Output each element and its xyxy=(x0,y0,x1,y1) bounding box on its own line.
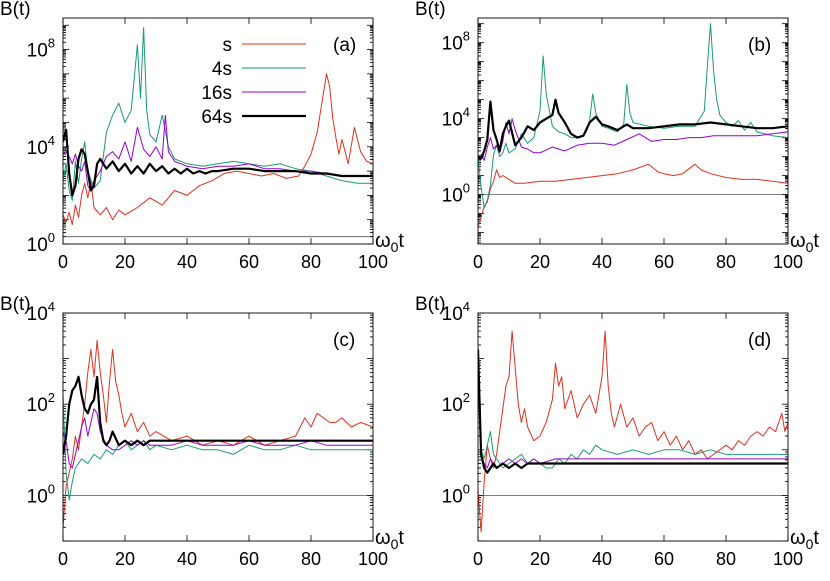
series-line-4s xyxy=(63,27,373,201)
x-tick-label: 20 xyxy=(530,252,550,272)
x-tick-label: 40 xyxy=(592,252,612,272)
series-line-64s xyxy=(63,375,373,455)
x-tick-label: 80 xyxy=(301,252,321,272)
x-tick-label: 60 xyxy=(654,549,674,569)
x-tick-label: 100 xyxy=(358,549,388,569)
series-line-s xyxy=(63,339,373,528)
panel-label: (d) xyxy=(748,330,771,351)
chart-panel-3: 100 102 104 0 20 40 60 80 100 B(t) ω0t (d) xyxy=(415,294,819,569)
chart-panel-2: 100 102 104 0 20 40 60 80 100 B(t) ω0t (c) xyxy=(0,294,404,569)
plot-frame xyxy=(62,17,374,245)
x-tick-label: 80 xyxy=(716,252,736,272)
x-tick-label: 100 xyxy=(773,549,803,569)
series-line-16s xyxy=(478,118,788,161)
legend-label-s: s xyxy=(223,35,233,56)
legend-label-4s: 4s xyxy=(212,59,232,80)
series-line-64s xyxy=(478,349,788,474)
x-tick-label: 0 xyxy=(473,252,483,272)
x-tick-label: 60 xyxy=(239,252,259,272)
series-line-s xyxy=(478,163,788,228)
x-axis-label: ω0t xyxy=(375,230,404,255)
series-line-16s xyxy=(63,114,373,191)
x-axis-label: ω0t xyxy=(375,527,404,552)
plot-frame xyxy=(477,17,789,245)
x-tick-label: 0 xyxy=(58,252,68,272)
y-tick-label: 102 xyxy=(27,390,55,416)
y-tick-label: 100 xyxy=(442,481,470,507)
x-tick-label: 0 xyxy=(58,549,68,569)
x-tick-label: 20 xyxy=(115,252,135,272)
y-tick-label: 104 xyxy=(27,299,55,325)
y-tick-label: 100 xyxy=(27,230,55,256)
series-line-16s xyxy=(478,358,788,469)
y-tick-label: 102 xyxy=(442,390,470,416)
x-tick-label: 20 xyxy=(115,549,135,569)
series-line-4s xyxy=(478,23,788,209)
x-tick-label: 60 xyxy=(239,549,259,569)
chart-panel-0: 100 104 108 0 20 40 60 80 100 B(t) ω0t (a) s 4s 16s 64s xyxy=(0,0,404,272)
x-axis-label: ω0t xyxy=(790,230,819,255)
series-line-s xyxy=(63,73,373,226)
plot-frame xyxy=(62,312,374,542)
y-tick-label: 104 xyxy=(27,133,55,159)
x-axis-label: ω0t xyxy=(790,527,819,552)
chart-panel-1: 100 104 108 0 20 40 60 80 100 B(t) ω0t (b) xyxy=(415,0,819,272)
y-tick-label: 108 xyxy=(442,29,470,55)
y-tick-label: 100 xyxy=(442,181,470,207)
x-tick-label: 40 xyxy=(177,549,197,569)
panel-label: (c) xyxy=(333,330,355,351)
series-line-64s xyxy=(63,128,373,197)
y-axis-label: B(t) xyxy=(0,0,31,20)
x-tick-label: 60 xyxy=(654,252,674,272)
series-line-4s xyxy=(63,395,373,501)
x-tick-label: 40 xyxy=(177,252,197,272)
y-axis-label: B(t) xyxy=(0,294,31,315)
y-tick-label: 104 xyxy=(442,299,470,325)
x-tick-label: 40 xyxy=(592,549,612,569)
x-tick-label: 100 xyxy=(358,252,388,272)
legend-label-64s: 64s xyxy=(201,107,232,128)
series-line-64s xyxy=(478,98,788,160)
y-tick-label: 100 xyxy=(27,481,55,507)
y-axis-label: B(t) xyxy=(415,294,446,315)
plot-frame xyxy=(477,312,789,542)
x-tick-label: 100 xyxy=(773,252,803,272)
panel-label: (a) xyxy=(333,35,356,56)
y-axis-label: B(t) xyxy=(415,0,446,20)
x-tick-label: 80 xyxy=(301,549,321,569)
x-tick-label: 20 xyxy=(530,549,550,569)
panel-label: (b) xyxy=(748,35,771,56)
x-tick-label: 80 xyxy=(716,549,736,569)
y-tick-label: 108 xyxy=(27,36,55,62)
x-tick-label: 0 xyxy=(473,549,483,569)
legend-label-16s: 16s xyxy=(201,83,232,104)
y-tick-label: 104 xyxy=(442,105,470,131)
series-line-s xyxy=(478,330,788,533)
